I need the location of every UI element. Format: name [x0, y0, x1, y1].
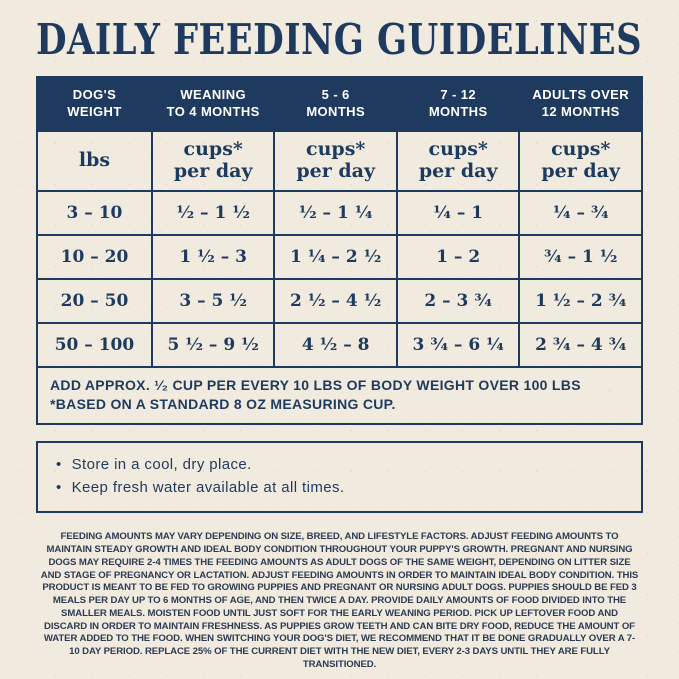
unit-line: per day — [541, 159, 621, 182]
header-line: WEIGHT — [67, 103, 122, 119]
table-header-row: DOG'S WEIGHT WEANING TO 4 MONTHS 5 - 6 M… — [36, 76, 643, 132]
amount-cell: ¹⁄₄ – 1 — [395, 189, 521, 236]
weight-cell: 3 – 10 — [36, 189, 153, 236]
table-header: DOG'S WEIGHT WEANING TO 4 MONTHS 5 - 6 M… — [36, 76, 643, 132]
amount-cell: 1 – 2 — [395, 233, 521, 280]
amount-cell: 2 ³⁄₄ – 4 ³⁄₄ — [518, 321, 643, 368]
weight-cell: 50 – 100 — [36, 321, 153, 368]
fine-print: FEEDING AMOUNTS MAY VARY DEPENDING ON SI… — [40, 531, 639, 670]
unit-cell: cups* per day — [395, 129, 521, 192]
header-line: WEANING — [180, 87, 246, 103]
amount-cell: 3 – 5 ¹⁄₂ — [150, 277, 276, 324]
header-dogs-weight: DOG'S WEIGHT — [36, 76, 153, 132]
feeding-table: DOG'S WEIGHT WEANING TO 4 MONTHS 5 - 6 M… — [36, 76, 643, 425]
amount-cell: 4 ¹⁄₂ – 8 — [273, 321, 398, 368]
amount-cell: 2 ¹⁄₂ – 4 ¹⁄₂ — [273, 277, 398, 324]
weight-cell: 20 – 50 — [36, 277, 153, 324]
unit-line: cups* — [183, 137, 243, 160]
unit-line: lbs — [78, 148, 111, 171]
feeding-guidelines-label: DAILY FEEDING GUIDELINES DOG'S WEIGHT WE… — [36, 15, 643, 672]
header-line: MONTHS — [428, 103, 488, 119]
unit-line: per day — [418, 159, 498, 182]
table-footnote-row: ADD APPROX. ¹⁄₂ CUP PER EVERY 10 LBS OF … — [36, 365, 643, 425]
table-row: 3 – 10 ¹⁄₂ – 1 ¹⁄₂ ¹⁄₂ – 1 ¹⁄₄ ¹⁄₄ – 1 ¹… — [36, 189, 643, 236]
bullet-icon: • — [56, 479, 62, 496]
header-line: MONTHS — [306, 103, 366, 119]
header-line: 12 MONTHS — [541, 103, 620, 119]
header-adults: ADULTS OVER 12 MONTHS — [518, 76, 643, 132]
page-title: DAILY FEEDING GUIDELINES — [36, 15, 642, 64]
amount-cell: ¹⁄₄ – ³⁄₄ — [518, 189, 643, 236]
header-line: TO 4 MONTHS — [166, 103, 260, 119]
unit-cell: cups* per day — [273, 129, 398, 192]
header-line: DOG'S — [72, 87, 117, 103]
amount-cell: 2 – 3 ³⁄₄ — [395, 277, 521, 324]
unit-line: cups* — [551, 137, 611, 160]
unit-cell-lbs: lbs — [36, 129, 153, 192]
amount-cell: 1 ¹⁄₄ – 2 ¹⁄₂ — [273, 233, 398, 280]
list-item: • Store in a cool, dry place. — [56, 453, 627, 476]
unit-line: cups* — [428, 137, 488, 160]
amount-cell: 1 ¹⁄₂ – 2 ³⁄₄ — [518, 277, 643, 324]
tip-text: Store in a cool, dry place. — [71, 455, 252, 473]
header-line: 5 - 6 — [321, 87, 350, 103]
unit-line: per day — [173, 159, 253, 182]
unit-cell: cups* per day — [150, 129, 276, 192]
header-7-12-months: 7 - 12 MONTHS — [395, 76, 521, 132]
unit-line: cups* — [306, 137, 366, 160]
footnote-line: ADD APPROX. ¹⁄₂ CUP PER EVERY 10 LBS OF … — [50, 376, 581, 393]
header-line: 7 - 12 — [440, 87, 477, 103]
storage-tips-box: • Store in a cool, dry place. • Keep fre… — [36, 440, 643, 514]
table-row: 10 – 20 1 ¹⁄₂ – 3 1 ¹⁄₄ – 2 ¹⁄₂ 1 – 2 ³⁄… — [36, 233, 643, 280]
amount-cell: 1 ¹⁄₂ – 3 — [150, 233, 276, 280]
table-row: 20 – 50 3 – 5 ¹⁄₂ 2 ¹⁄₂ – 4 ¹⁄₂ 2 – 3 ³⁄… — [36, 277, 643, 324]
unit-row: lbs cups* per day cups* per day cups* pe… — [36, 129, 643, 192]
unit-cell: cups* per day — [518, 129, 643, 192]
weight-cell: 10 – 20 — [36, 233, 153, 280]
amount-cell: ³⁄₄ – 1 ¹⁄₂ — [518, 233, 643, 280]
unit-line: per day — [296, 159, 375, 182]
bullet-icon: • — [56, 455, 62, 473]
amount-cell: ¹⁄₂ – 1 ¹⁄₂ — [150, 189, 276, 236]
footnote-line: *BASED ON A STANDARD 8 OZ MEASURING CUP. — [50, 396, 396, 413]
amount-cell: ¹⁄₂ – 1 ¹⁄₄ — [273, 189, 398, 236]
amount-cell: 3 ³⁄₄ – 6 ¹⁄₄ — [395, 321, 521, 368]
list-item: • Keep fresh water available at all time… — [56, 476, 627, 499]
table-footnote: ADD APPROX. ¹⁄₂ CUP PER EVERY 10 LBS OF … — [36, 365, 643, 425]
tip-text: Keep fresh water available at all times. — [71, 479, 345, 496]
table-body: lbs cups* per day cups* per day cups* pe… — [36, 129, 643, 425]
header-weaning: WEANING TO 4 MONTHS — [150, 76, 276, 132]
table-row: 50 – 100 5 ¹⁄₂ – 9 ¹⁄₂ 4 ¹⁄₂ – 8 3 ³⁄₄ –… — [36, 321, 643, 368]
header-5-6-months: 5 - 6 MONTHS — [273, 76, 398, 132]
amount-cell: 5 ¹⁄₂ – 9 ¹⁄₂ — [150, 321, 276, 368]
header-line: ADULTS OVER — [532, 87, 630, 103]
